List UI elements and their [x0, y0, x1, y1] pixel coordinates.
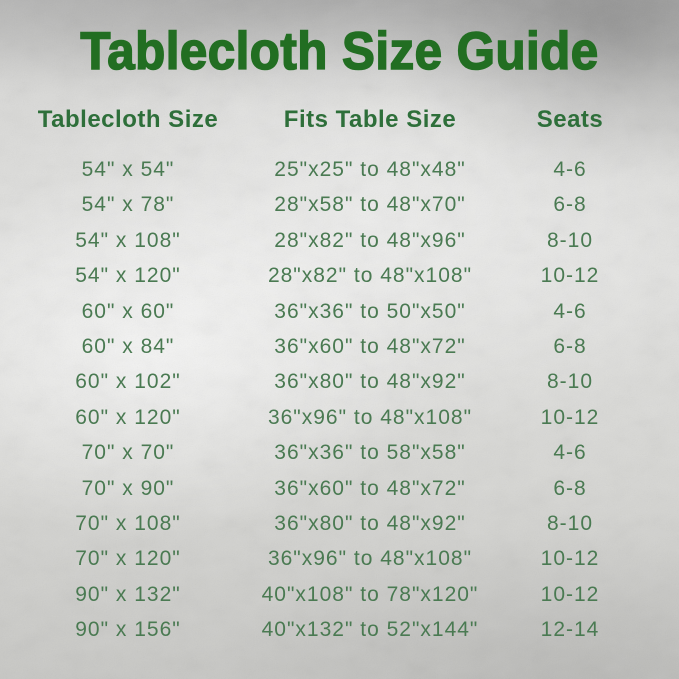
- column-header-seats: Seats: [536, 106, 604, 133]
- cell-seats: 10-12: [540, 264, 600, 288]
- cell-seats: 12-14: [540, 618, 600, 642]
- table-row: 60" x 84" 36"x60" to 48"x72" 6-8: [28, 329, 628, 364]
- cell-seats: 10-12: [540, 405, 600, 429]
- column-header-tablecloth-size: Tablecloth Size: [37, 106, 219, 133]
- cell-tablecloth-size: 70" x 120": [75, 547, 181, 571]
- cell-tablecloth-size: 54" x 108": [75, 228, 181, 252]
- cell-fits-table-size: 40"x108" to 78"x120": [261, 582, 479, 606]
- table-row: 54" x 54" 25"x25" to 48"x48" 4-6: [28, 152, 628, 187]
- table-row: 90" x 156" 40"x132" to 52"x144" 12-14: [28, 612, 628, 647]
- cell-seats: 6-8: [553, 334, 587, 358]
- cell-fits-table-size: 25"x25" to 48"x48": [274, 158, 466, 181]
- cell-tablecloth-size: 60" x 102": [75, 370, 181, 394]
- table-row: 90" x 132" 40"x108" to 78"x120" 10-12: [28, 577, 628, 612]
- cell-seats: 10-12: [540, 547, 600, 571]
- cell-tablecloth-size: 60" x 120": [75, 405, 181, 429]
- cell-tablecloth-size: 90" x 156": [75, 618, 181, 642]
- cell-fits-table-size: 36"x80" to 48"x92": [274, 370, 466, 394]
- table-row: 70" x 108" 36"x80" to 48"x92" 8-10: [28, 506, 628, 541]
- cell-seats: 4-6: [553, 441, 587, 465]
- cell-fits-table-size: 36"x60" to 48"x72": [274, 334, 466, 358]
- cell-tablecloth-size: 70" x 108": [75, 511, 181, 535]
- cell-seats: 10-12: [540, 582, 600, 606]
- cell-seats: 4-6: [553, 158, 587, 181]
- cell-tablecloth-size: 60" x 84": [81, 334, 175, 358]
- cell-seats: 6-8: [553, 193, 587, 217]
- column-header-fits-table-size: Fits Table Size: [283, 106, 457, 133]
- cell-seats: 8-10: [546, 370, 594, 394]
- cell-fits-table-size: 36"x96" to 48"x108": [267, 547, 473, 571]
- cell-tablecloth-size: 60" x 60": [81, 299, 175, 323]
- cell-tablecloth-size: 90" x 132": [75, 582, 181, 606]
- cell-fits-table-size: 28"x82" to 48"x108": [267, 264, 473, 288]
- cell-tablecloth-size: 54" x 78": [81, 193, 175, 217]
- table-row: 70" x 90" 36"x60" to 48"x72" 6-8: [28, 471, 628, 506]
- table-header-row: Tablecloth Size Fits Table Size Seats: [28, 104, 628, 136]
- table-row: 54" x 120" 28"x82" to 48"x108" 10-12: [28, 258, 628, 293]
- table-row: 54" x 78" 28"x58" to 48"x70" 6-8: [28, 187, 628, 222]
- cell-seats: 8-10: [546, 228, 594, 252]
- cell-fits-table-size: 36"x80" to 48"x92": [274, 511, 466, 535]
- table-row: 54" x 108" 28"x82" to 48"x96" 8-10: [28, 223, 628, 258]
- cell-seats: 6-8: [553, 476, 587, 500]
- table-row: 60" x 60" 36"x36" to 50"x50" 4-6: [28, 294, 628, 329]
- cell-fits-table-size: 28"x82" to 48"x96": [274, 228, 466, 252]
- cell-fits-table-size: 40"x132" to 52"x144": [261, 618, 479, 642]
- cell-tablecloth-size: 70" x 70": [81, 441, 175, 465]
- cell-fits-table-size: 28"x58" to 48"x70": [274, 193, 466, 217]
- cell-tablecloth-size: 54" x 54": [81, 158, 175, 181]
- table-body: 54" x 54" 25"x25" to 48"x48" 4-6 54" x 7…: [28, 152, 628, 647]
- table-row: 60" x 102" 36"x80" to 48"x92" 8-10: [28, 364, 628, 399]
- cell-tablecloth-size: 54" x 120": [75, 264, 181, 288]
- cell-fits-table-size: 36"x96" to 48"x108": [267, 405, 473, 429]
- cell-fits-table-size: 36"x60" to 48"x72": [274, 476, 466, 500]
- cell-fits-table-size: 36"x36" to 58"x58": [274, 441, 466, 465]
- table-row: 70" x 120" 36"x96" to 48"x108" 10-12: [28, 541, 628, 576]
- cell-seats: 4-6: [553, 299, 587, 323]
- table-row: 70" x 70" 36"x36" to 58"x58" 4-6: [28, 435, 628, 470]
- cell-tablecloth-size: 70" x 90": [81, 476, 175, 500]
- table-row: 60" x 120" 36"x96" to 48"x108" 10-12: [28, 400, 628, 435]
- page-title: Tablecloth Size Guide: [80, 21, 599, 82]
- cell-fits-table-size: 36"x36" to 50"x50": [274, 299, 466, 323]
- cell-seats: 8-10: [546, 511, 594, 535]
